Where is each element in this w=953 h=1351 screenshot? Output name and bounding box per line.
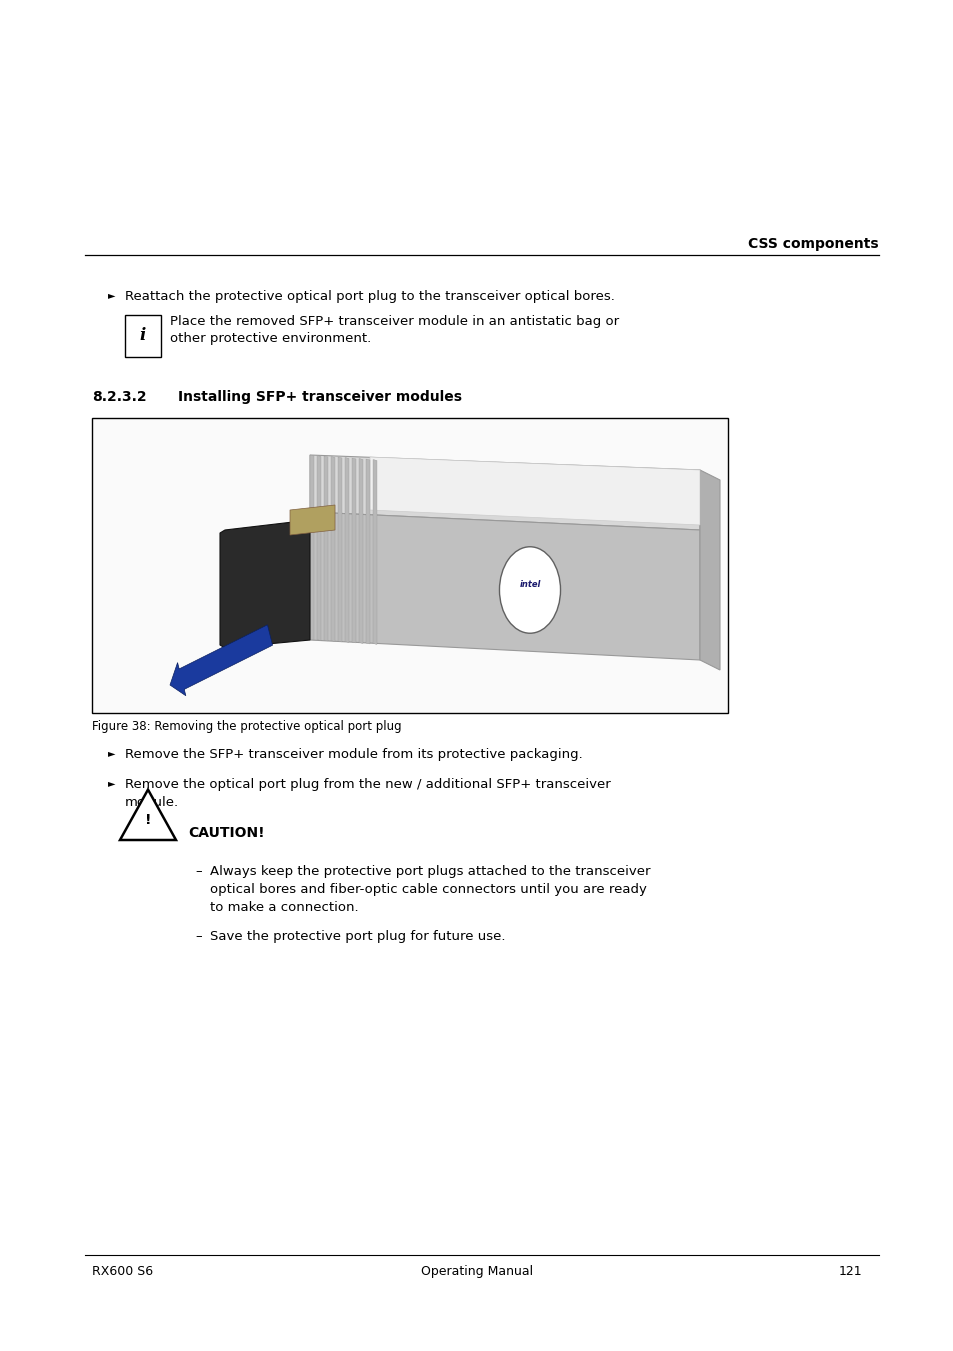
- Text: optical bores and fiber-optic cable connectors until you are ready: optical bores and fiber-optic cable conn…: [210, 884, 646, 896]
- Circle shape: [499, 547, 560, 634]
- Polygon shape: [324, 457, 328, 640]
- Polygon shape: [358, 458, 363, 643]
- Text: ►: ►: [108, 748, 115, 758]
- Polygon shape: [331, 457, 335, 642]
- Text: Remove the optical port plug from the new / additional SFP+ transceiver: Remove the optical port plug from the ne…: [125, 778, 610, 790]
- Text: CAUTION!: CAUTION!: [188, 825, 264, 840]
- Text: –: –: [194, 865, 201, 878]
- Text: CSS components: CSS components: [747, 236, 878, 251]
- Polygon shape: [366, 459, 370, 644]
- Text: !: !: [145, 813, 152, 827]
- Text: Reattach the protective optical port plug to the transceiver optical bores.: Reattach the protective optical port plu…: [125, 290, 615, 303]
- FancyBboxPatch shape: [91, 417, 727, 713]
- Text: Operating Manual: Operating Manual: [420, 1265, 533, 1278]
- Text: Place the removed SFP+ transceiver module in an antistatic bag or: Place the removed SFP+ transceiver modul…: [170, 315, 618, 328]
- Text: module.: module.: [125, 796, 179, 809]
- Polygon shape: [310, 455, 700, 530]
- Polygon shape: [220, 520, 310, 648]
- Polygon shape: [345, 458, 349, 643]
- Polygon shape: [373, 459, 376, 644]
- Polygon shape: [310, 455, 314, 640]
- Text: Always keep the protective port plugs attached to the transceiver: Always keep the protective port plugs at…: [210, 865, 650, 878]
- Polygon shape: [337, 457, 341, 642]
- Text: Installing SFP+ transceiver modules: Installing SFP+ transceiver modules: [178, 390, 461, 404]
- Text: Remove the SFP+ transceiver module from its protective packaging.: Remove the SFP+ transceiver module from …: [125, 748, 582, 761]
- Text: 8.2.3.2: 8.2.3.2: [91, 390, 147, 404]
- Text: Save the protective port plug for future use.: Save the protective port plug for future…: [210, 929, 505, 943]
- Polygon shape: [370, 457, 700, 526]
- FancyBboxPatch shape: [125, 315, 161, 357]
- Text: –: –: [194, 929, 201, 943]
- Polygon shape: [352, 458, 355, 643]
- Text: other protective environment.: other protective environment.: [170, 332, 371, 345]
- Text: 121: 121: [838, 1265, 862, 1278]
- Text: ►: ►: [108, 290, 115, 300]
- Text: intel: intel: [518, 580, 540, 589]
- Text: to make a connection.: to make a connection.: [210, 901, 358, 915]
- FancyArrow shape: [170, 624, 273, 696]
- Text: RX600 S6: RX600 S6: [91, 1265, 153, 1278]
- Text: Figure 38: Removing the protective optical port plug: Figure 38: Removing the protective optic…: [91, 720, 401, 734]
- Text: i: i: [140, 327, 146, 345]
- Polygon shape: [310, 512, 700, 661]
- Polygon shape: [290, 505, 335, 535]
- Text: ►: ►: [108, 778, 115, 788]
- Polygon shape: [120, 789, 175, 840]
- Polygon shape: [316, 455, 320, 640]
- Polygon shape: [700, 470, 720, 670]
